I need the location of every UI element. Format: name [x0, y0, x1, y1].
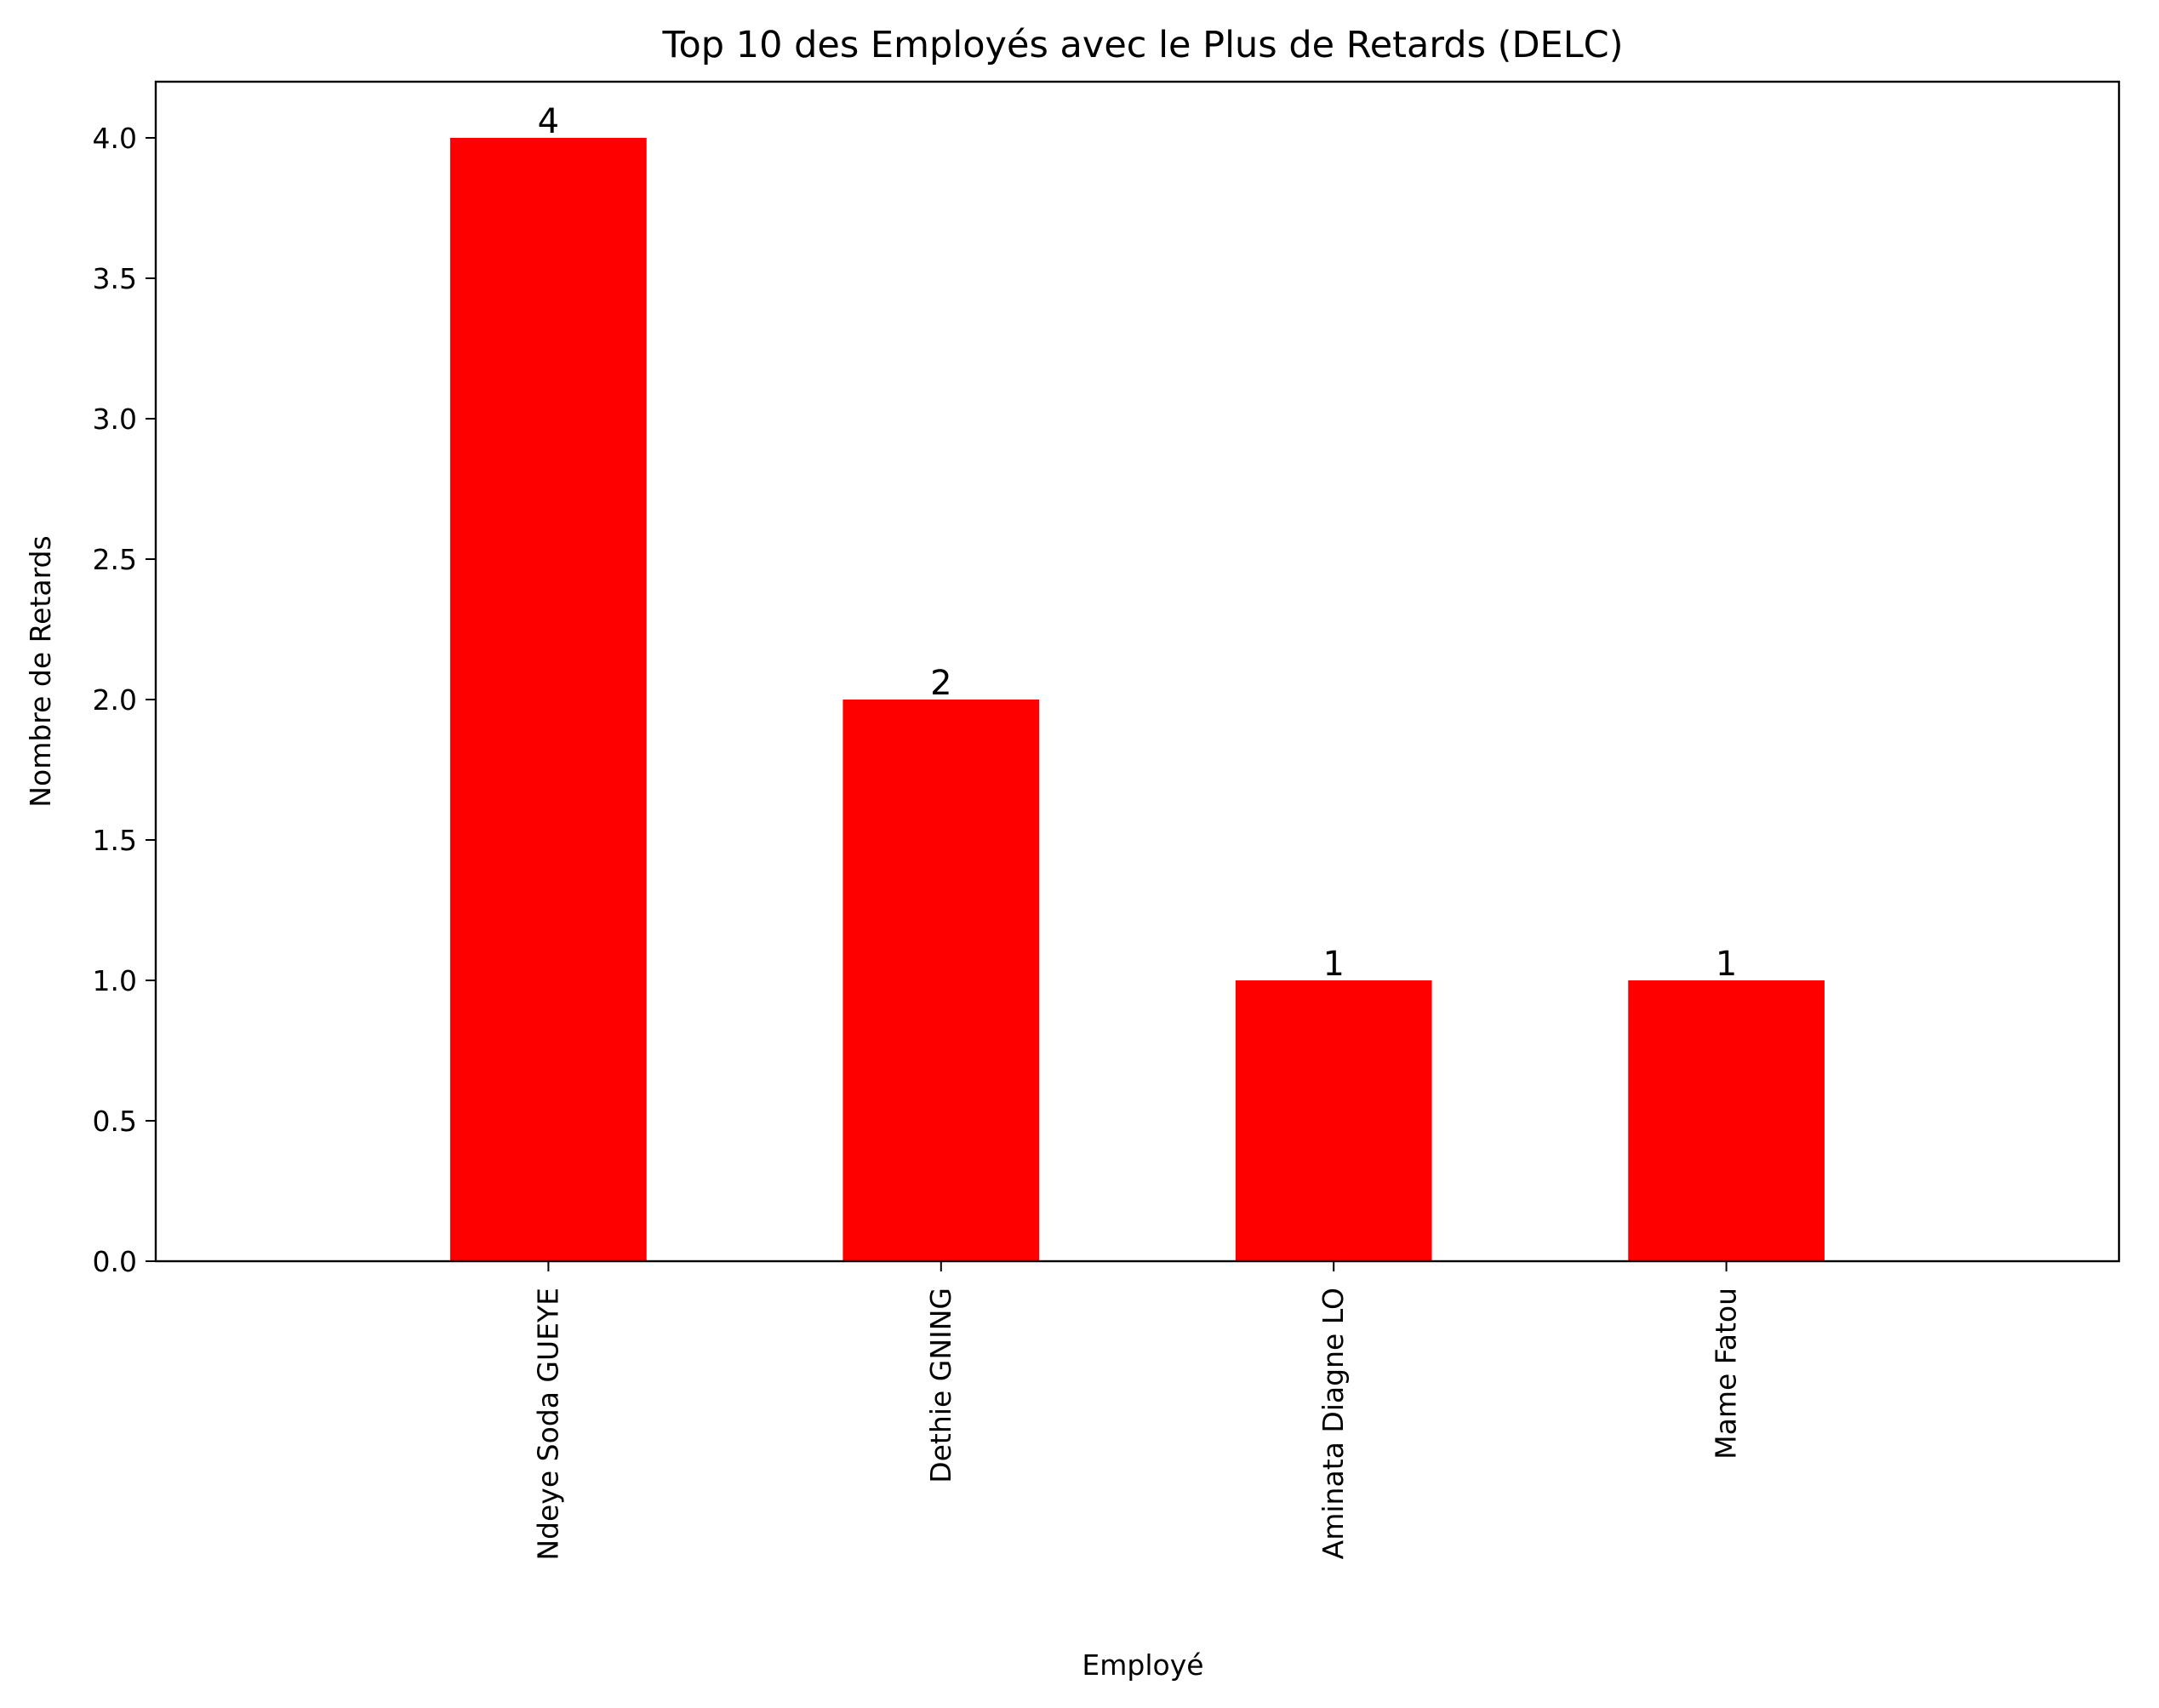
- y-tick-label: 0.0: [93, 1245, 137, 1278]
- bar: [450, 138, 647, 1261]
- x-tick-label: Mame Fatou: [1710, 1288, 1743, 1460]
- bar: [1235, 980, 1432, 1261]
- data-label: 2: [930, 664, 951, 703]
- y-tick-label: 2.5: [93, 543, 137, 576]
- x-axis: Ndeye Soda GUEYE Dethie GNING Aminata Diag…: [531, 1261, 1743, 1561]
- y-tick-label: 2.0: [93, 683, 137, 717]
- y-tick-label: 3.0: [93, 403, 137, 436]
- y-tick-label: 1.0: [93, 964, 137, 997]
- bars-layer: [450, 138, 1825, 1261]
- bar: [842, 700, 1040, 1261]
- x-axis-label: Employé: [1082, 1648, 1203, 1682]
- data-label: 4: [538, 102, 559, 141]
- data-label: 1: [1322, 945, 1344, 984]
- data-labels-layer: 4 2 1 1: [538, 102, 1738, 984]
- y-tick-label: 1.5: [93, 824, 137, 857]
- data-label: 1: [1716, 945, 1737, 984]
- y-axis: 0.0 0.5 1.0 1.5 2.0 2.5 3.0 3.5 4.0: [93, 122, 156, 1278]
- plot-area-frame: [154, 80, 2121, 1263]
- y-axis-label: Nombre de Retards: [24, 535, 57, 807]
- y-tick-label: 0.5: [93, 1105, 137, 1138]
- bar: [1628, 980, 1825, 1261]
- x-tick-label: Dethie GNING: [924, 1288, 957, 1483]
- y-tick-label: 4.0: [93, 122, 137, 155]
- chart-title: Top 10 des Employés avec le Plus de Reta…: [662, 24, 1624, 66]
- x-tick-label: Ndeye Soda GUEYE: [531, 1288, 564, 1561]
- x-tick-label: Aminata Diagne LO: [1317, 1288, 1350, 1559]
- y-tick-label: 3.5: [93, 262, 137, 295]
